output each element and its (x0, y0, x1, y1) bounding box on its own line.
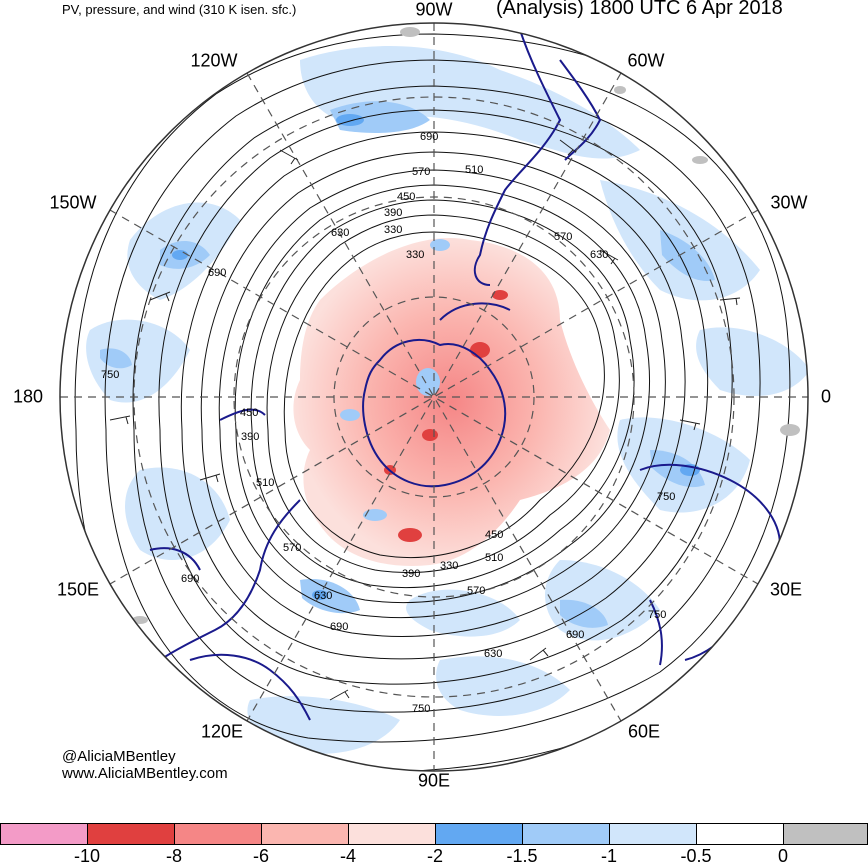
pv-shading-gray (132, 27, 800, 624)
isobar-label: 390 (384, 207, 402, 219)
isobar-label: 330 (384, 224, 402, 236)
lon-label-0: 0 (820, 386, 832, 407)
lon-label-120w: 120W (190, 50, 238, 71)
lon-label-30w: 30W (770, 192, 808, 213)
isobar-label: 330 (440, 560, 458, 572)
wind-barbs (109, 139, 741, 701)
isobar-label: 450 (240, 407, 258, 419)
isobar-label: 690 (566, 629, 584, 641)
credits: @AliciaMBentley www.AliciaMBentley.com (62, 748, 228, 782)
product-title: PV, pressure, and wind (310 K isen. sfc.… (62, 2, 297, 17)
lon-label-60e: 60E (627, 721, 661, 742)
isobar-contours (74, 33, 808, 771)
colorbar-tick: -0.5 (680, 846, 712, 866)
colorbar-box (783, 823, 868, 845)
polar-map: 690 570 510 450 390 330 630 570 630 690 … (59, 22, 809, 772)
isobar-label: 510 (256, 477, 274, 489)
lon-label-120e: 120E (200, 721, 244, 742)
isobar-label: 690 (181, 573, 199, 585)
colorbar-tick: -4 (339, 846, 357, 866)
isobar-label: 630 (590, 249, 608, 261)
isobar-labels: 690 570 510 450 390 330 630 570 630 690 … (101, 131, 675, 715)
valid-time-title: (Analysis) 1800 UTC 6 Apr 2018 (496, 0, 783, 19)
lon-label-90e: 90E (417, 770, 451, 791)
isobar-label: 510 (485, 552, 503, 564)
colorbar-box (522, 823, 610, 845)
isobar-label: 570 (554, 231, 572, 243)
colorbar-box (174, 823, 262, 845)
negative-pv-region (293, 238, 610, 566)
colorbar-box (87, 823, 175, 845)
colorbar-tick: -1 (600, 846, 618, 866)
isobar-label: 630 (484, 648, 502, 660)
isobar-label: 390 (402, 568, 420, 580)
isobar-label: 690 (420, 131, 438, 143)
lon-label-60w: 60W (627, 50, 665, 71)
isobar-label: 390 (241, 431, 259, 443)
isobar-label: 450 (485, 529, 503, 541)
lon-label-150w: 150W (49, 192, 97, 213)
colorbar: -10 -8 -6 -4 -2 -1.5 -1 -0.5 0 (0, 821, 868, 866)
colorbar-tick: 0 (777, 846, 789, 866)
isobar-label: 750 (412, 703, 430, 715)
lon-label-150e: 150E (56, 579, 100, 600)
colorbar-box (0, 823, 88, 845)
colorbar-box (609, 823, 697, 845)
colorbar-tick: -8 (165, 846, 183, 866)
colorbar-box (348, 823, 436, 845)
isobar-label: 750 (101, 369, 119, 381)
isobar-label: 750 (657, 491, 675, 503)
isobar-label: 510 (465, 164, 483, 176)
isobar-label: 750 (648, 609, 666, 621)
isobar-label: 330 (406, 249, 424, 261)
isobar-label: 570 (412, 166, 430, 178)
isobar-label: 690 (208, 267, 226, 279)
lon-label-90w: 90W (415, 0, 453, 20)
pv-shading-blue-dark (100, 101, 715, 628)
colorbar-box (261, 823, 349, 845)
isobar-label: 630 (314, 590, 332, 602)
lon-label-30e: 30E (769, 579, 803, 600)
lon-label-180: 180 (12, 386, 44, 407)
colorbar-box (696, 823, 784, 845)
isobar-label: 570 (467, 585, 485, 597)
isobar-label: 690 (330, 621, 348, 633)
isobar-label: 450 (397, 191, 415, 203)
isobar-label: 570 (283, 542, 301, 554)
colorbar-tick: -10 (73, 846, 101, 866)
credit-handle: @AliciaMBentley (62, 748, 176, 765)
isobar-label: 630 (331, 227, 349, 239)
colorbar-box (435, 823, 523, 845)
graticule-meridians (60, 23, 808, 771)
map-boundary (59, 22, 809, 772)
colorbar-tick: -2 (426, 846, 444, 866)
colorbar-tick: -1.5 (506, 846, 538, 866)
credit-website: www.AliciaMBentley.com (62, 765, 228, 782)
colorbar-tick: -6 (252, 846, 270, 866)
